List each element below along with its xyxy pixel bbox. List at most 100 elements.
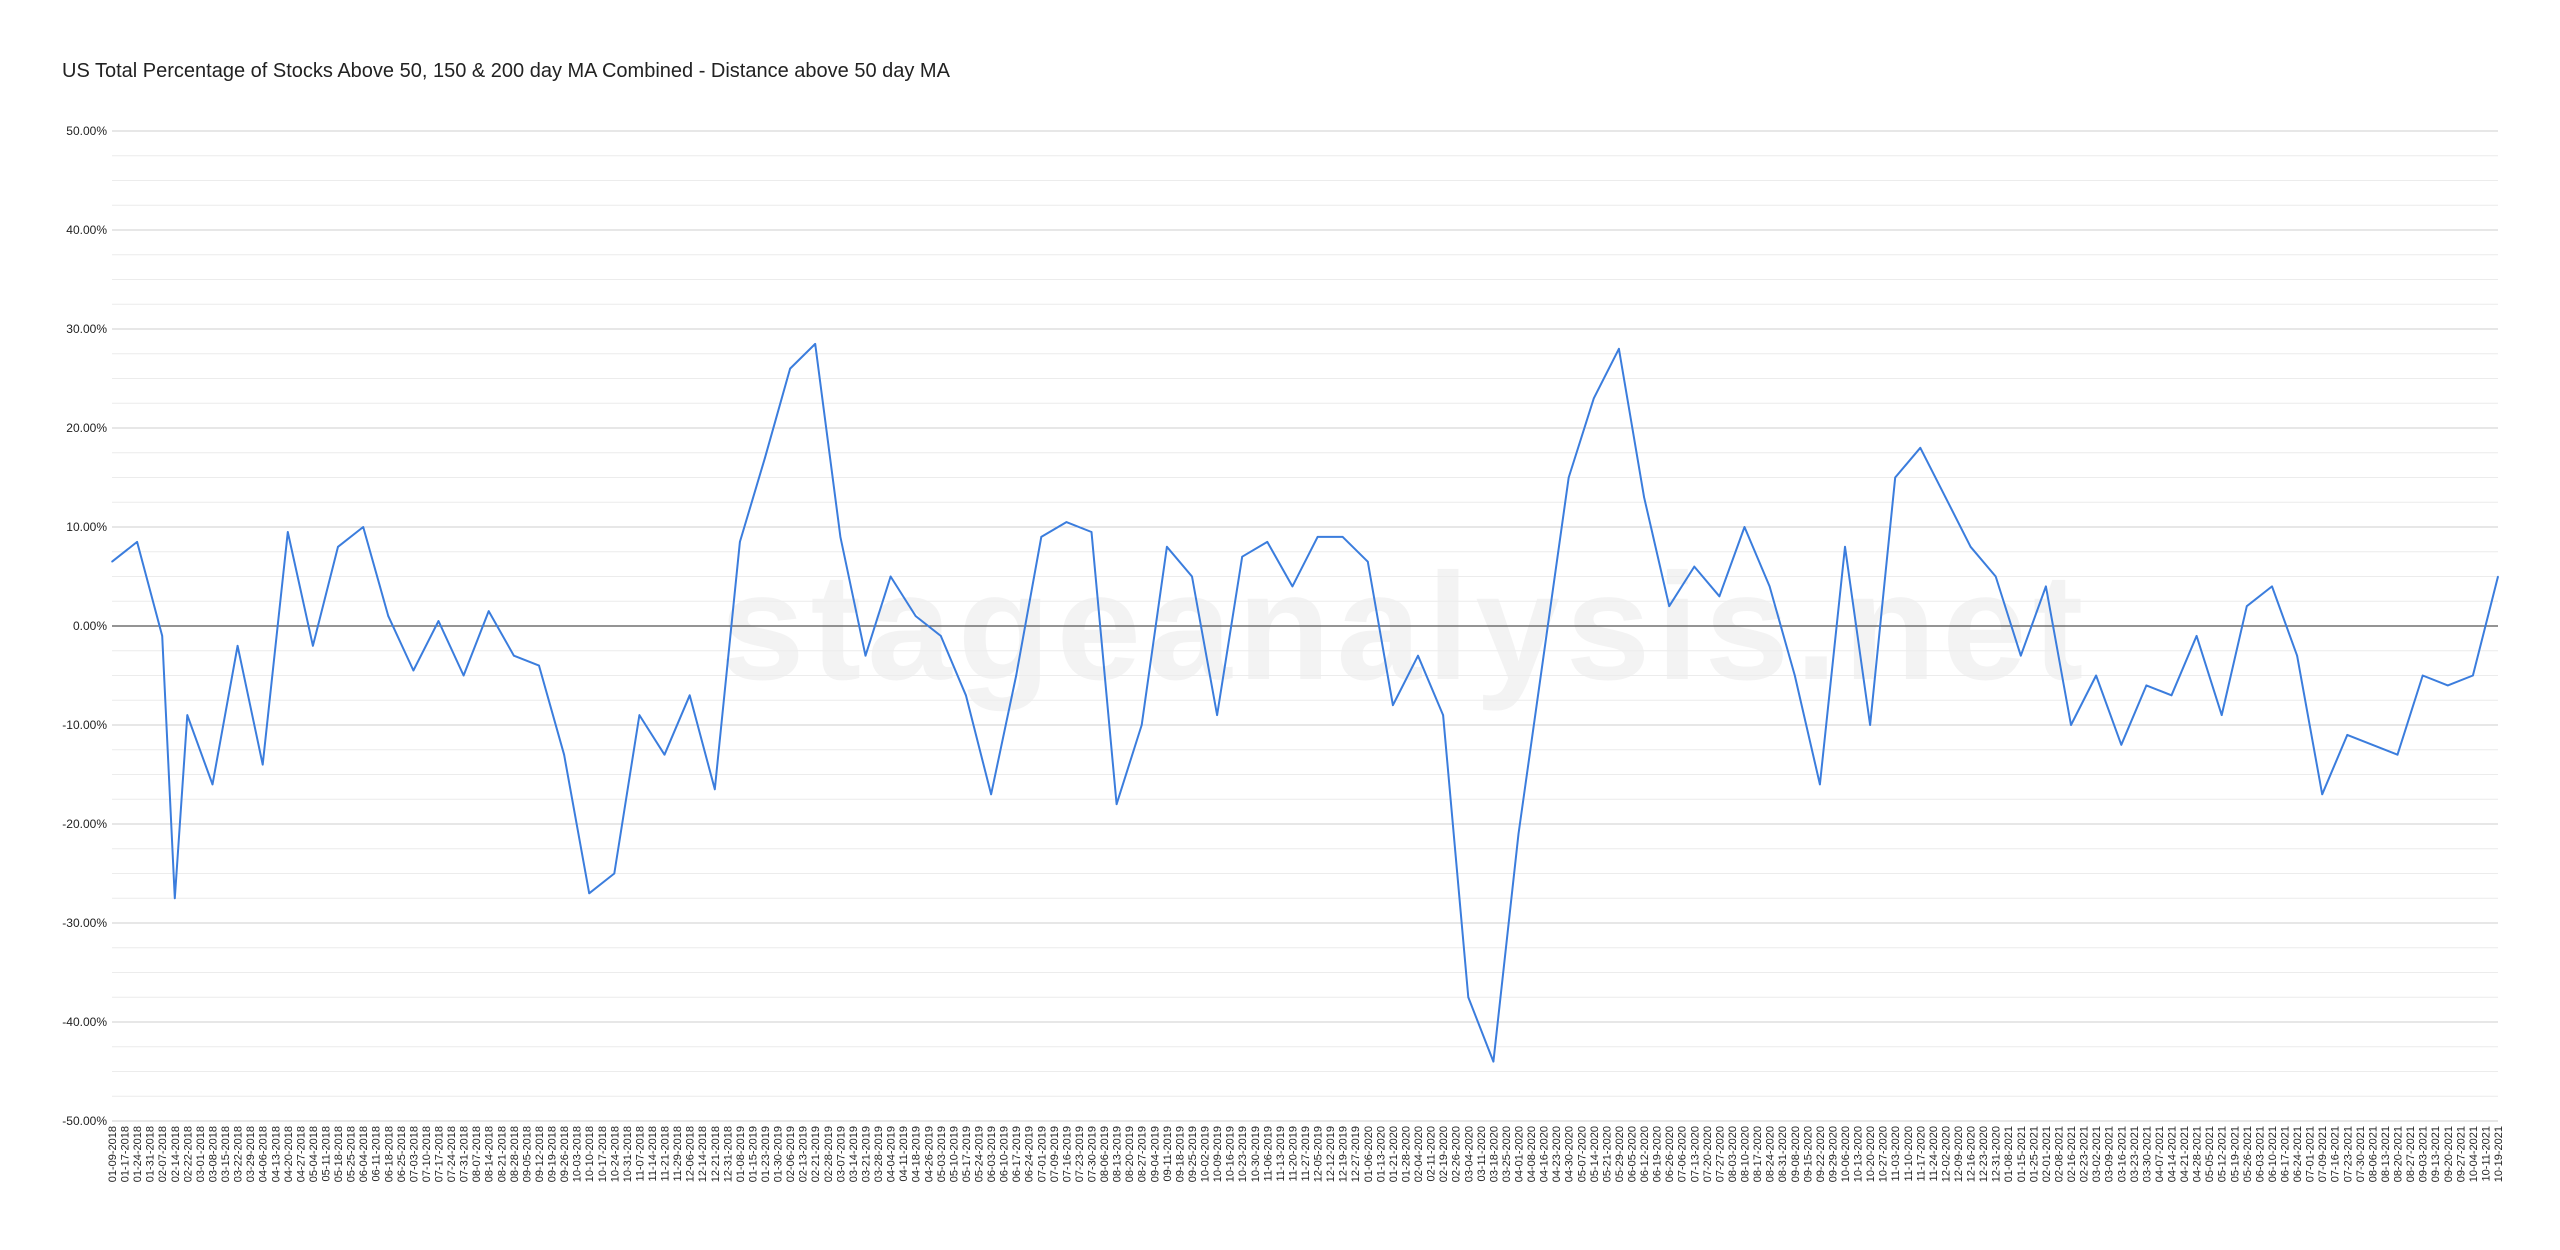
data-point bbox=[814, 343, 817, 345]
data-point bbox=[538, 664, 540, 667]
x-tick-label: 10-06-2020 bbox=[1840, 1126, 1852, 1182]
x-tick-label: 10-13-2020 bbox=[1853, 1126, 1865, 1182]
data-point bbox=[864, 654, 867, 657]
data-point bbox=[1090, 531, 1093, 533]
data-point bbox=[1140, 724, 1143, 726]
data-point bbox=[1266, 541, 1269, 543]
x-tick-label: 02-11-2020 bbox=[1426, 1126, 1438, 1181]
x-tick-label: 03-08-2018 bbox=[207, 1126, 219, 1182]
data-point bbox=[1241, 555, 1244, 558]
x-tick-label: 08-07-2018 bbox=[471, 1126, 483, 1182]
x-tick-label: 04-23-2020 bbox=[1551, 1126, 1563, 1182]
x-tick-label: 08-27-2021 bbox=[2405, 1126, 2417, 1182]
data-point bbox=[236, 645, 239, 647]
x-tick-label: 08-10-2020 bbox=[1740, 1126, 1752, 1182]
x-tick-label: 11-14-2018 bbox=[647, 1126, 659, 1181]
chart-title: US Total Percentage of Stocks Above 50, … bbox=[62, 60, 950, 82]
x-tick-label: 01-13-2020 bbox=[1375, 1126, 1387, 1182]
y-tick-label: -30.00% bbox=[62, 916, 107, 930]
x-tick-label: 09-29-2020 bbox=[1827, 1126, 1839, 1182]
x-tick-label: 06-11-2018 bbox=[371, 1126, 383, 1181]
data-point bbox=[1291, 585, 1294, 588]
data-point bbox=[2246, 605, 2248, 607]
data-point bbox=[1065, 521, 1068, 523]
y-tick-label: 10.00% bbox=[66, 520, 107, 534]
x-tick-label: 01-24-2018 bbox=[132, 1126, 144, 1182]
data-point bbox=[513, 654, 515, 657]
data-point bbox=[1743, 526, 1746, 528]
x-tick-label: 12-05-2019 bbox=[1313, 1126, 1325, 1182]
x-tick-label: 05-14-2020 bbox=[1589, 1126, 1601, 1182]
x-tick-label: 04-06-2018 bbox=[258, 1126, 270, 1182]
x-tick-label: 01-31-2018 bbox=[145, 1126, 157, 1182]
data-point bbox=[2371, 744, 2374, 746]
x-tick-label: 09-26-2018 bbox=[559, 1126, 571, 1182]
y-tick-label: 20.00% bbox=[66, 421, 107, 435]
x-tick-label: 12-31-2020 bbox=[1991, 1126, 2003, 1182]
x-tick-label: 09-27-2021 bbox=[2455, 1126, 2467, 1182]
x-tick-label: 04-14-2021 bbox=[2166, 1126, 2178, 1182]
data-point bbox=[2472, 674, 2474, 677]
data-point bbox=[764, 456, 766, 459]
y-tick-label: -20.00% bbox=[62, 817, 107, 831]
x-tick-label: 09-03-2021 bbox=[2418, 1126, 2430, 1182]
x-tick-label: 06-26-2020 bbox=[1664, 1126, 1676, 1182]
x-tick-label: 04-01-2020 bbox=[1513, 1126, 1525, 1182]
x-tick-label: 03-07-2019 bbox=[835, 1126, 847, 1182]
data-point bbox=[2421, 674, 2424, 677]
x-tick-label: 10-04-2021 bbox=[2468, 1126, 2480, 1182]
data-point bbox=[1969, 546, 1972, 548]
x-tick-label: 06-18-2018 bbox=[383, 1126, 395, 1182]
x-tick-label: 11-20-2019 bbox=[1287, 1126, 1299, 1181]
data-point bbox=[2120, 744, 2123, 746]
x-tick-label: 03-25-2020 bbox=[1501, 1126, 1513, 1182]
x-tick-label: 04-16-2020 bbox=[1539, 1126, 1551, 1182]
x-tick-label: 07-23-2019 bbox=[1074, 1126, 1086, 1182]
x-tick-label: 02-23-2021 bbox=[2079, 1126, 2091, 1182]
data-point bbox=[1542, 654, 1545, 657]
x-tick-label: 11-24-2020 bbox=[1928, 1126, 1940, 1181]
data-point bbox=[111, 560, 113, 563]
x-tick-label: 08-28-2018 bbox=[509, 1126, 521, 1182]
data-point bbox=[2095, 674, 2097, 677]
data-point bbox=[1366, 560, 1369, 563]
data-point bbox=[1015, 674, 1017, 677]
data-point bbox=[940, 635, 942, 637]
x-tick-label: 02-07-2018 bbox=[157, 1126, 169, 1182]
x-tick-label: 08-21-2018 bbox=[496, 1126, 508, 1182]
x-tick-label: 06-19-2020 bbox=[1652, 1126, 1664, 1182]
x-tick-label: 07-16-2021 bbox=[2330, 1126, 2342, 1182]
series-layer bbox=[111, 342, 2499, 1063]
x-tick-label: 05-18-2018 bbox=[333, 1126, 345, 1182]
x-tick-label: 09-05-2018 bbox=[521, 1126, 533, 1182]
x-tick-label: 09-25-2019 bbox=[1187, 1126, 1199, 1182]
x-tick-label: 09-13-2021 bbox=[2430, 1126, 2442, 1182]
data-point bbox=[1944, 496, 1947, 499]
data-point bbox=[2497, 575, 2499, 578]
data-point bbox=[1668, 605, 1670, 607]
data-point bbox=[613, 872, 616, 875]
x-tick-label: 02-04-2020 bbox=[1413, 1126, 1425, 1182]
data-point bbox=[1191, 575, 1193, 578]
data-point bbox=[1618, 348, 1620, 350]
x-tick-label: 03-29-2018 bbox=[245, 1126, 257, 1182]
x-tick-label: 08-27-2019 bbox=[1137, 1126, 1149, 1182]
x-tick-label: 08-24-2020 bbox=[1765, 1126, 1777, 1182]
x-tick-label: 11-27-2019 bbox=[1300, 1126, 1312, 1181]
data-point bbox=[2195, 635, 2198, 637]
y-tick-label: 0.00% bbox=[73, 619, 107, 633]
x-tick-label: 01-09-2018 bbox=[107, 1126, 119, 1182]
x-tick-label: 10-16-2019 bbox=[1225, 1126, 1237, 1182]
x-tick-label: 07-09-2019 bbox=[1049, 1126, 1061, 1182]
x-tick-label: 05-10-2019 bbox=[948, 1126, 960, 1182]
x-tick-label: 07-06-2020 bbox=[1677, 1126, 1689, 1182]
x-tick-label: 08-17-2020 bbox=[1752, 1126, 1764, 1182]
data-point bbox=[965, 694, 967, 697]
x-tick-label: 01-28-2020 bbox=[1400, 1126, 1412, 1182]
x-tick-label: 04-18-2019 bbox=[911, 1126, 923, 1182]
data-point bbox=[211, 783, 214, 786]
x-tick-label: 04-11-2019 bbox=[898, 1126, 910, 1181]
x-tick-label: 02-13-2019 bbox=[798, 1126, 810, 1182]
x-tick-label: 07-09-2021 bbox=[2317, 1126, 2329, 1182]
x-tick-label: 09-11-2019 bbox=[1162, 1126, 1174, 1181]
